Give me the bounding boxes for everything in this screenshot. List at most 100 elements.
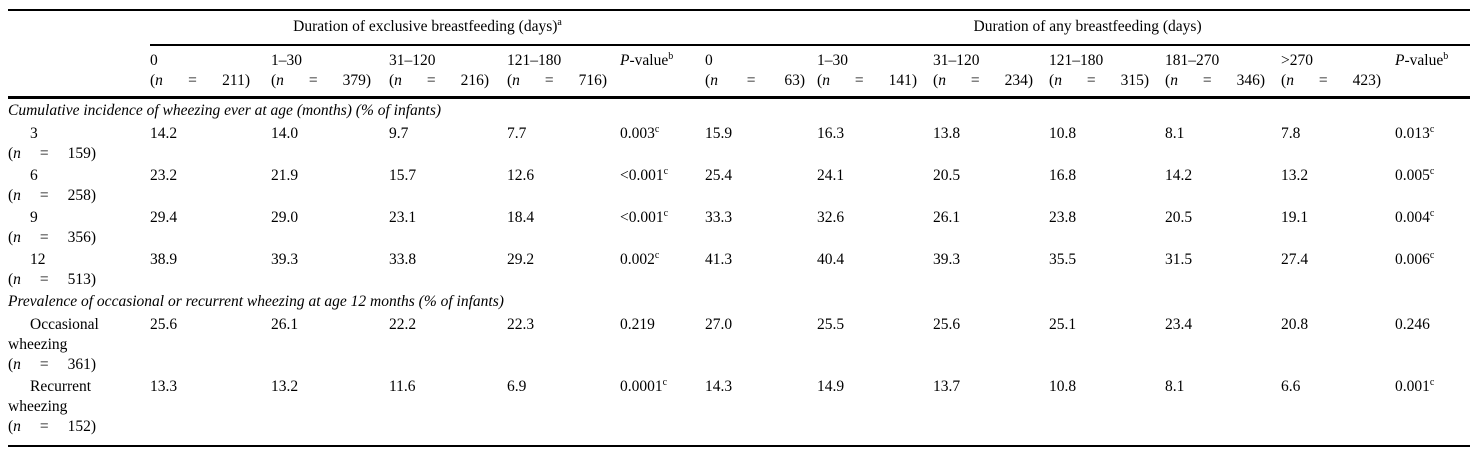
n-open: (n bbox=[150, 72, 163, 89]
equals-sign: = bbox=[39, 418, 49, 435]
value-cell: 32.6 bbox=[817, 209, 845, 226]
duration-column-label: 0 bbox=[705, 52, 713, 69]
value-cell: 24.1 bbox=[817, 167, 845, 184]
value-cell: 23.4 bbox=[1165, 316, 1193, 333]
value-cell: 20.8 bbox=[1281, 316, 1309, 333]
n-symbol: n bbox=[155, 72, 163, 89]
col-header-7: 31–120 (n = 234) bbox=[933, 45, 1050, 99]
sample-size: (n = 716) bbox=[507, 71, 607, 91]
col-header-3: 121–180 (n = 716) bbox=[507, 45, 620, 99]
n-open: (n bbox=[1281, 72, 1294, 89]
value-cell: 33.8 bbox=[389, 251, 417, 268]
equals-sign: = bbox=[1202, 72, 1212, 89]
equals-sign: = bbox=[39, 271, 49, 288]
n-symbol: n bbox=[394, 72, 402, 89]
duration-column-label: 31–120 bbox=[389, 52, 436, 69]
value-cell: 11.6 bbox=[389, 378, 416, 395]
p-value-column-label: P-valueb bbox=[620, 50, 674, 69]
value-cell: 0.002c bbox=[620, 249, 660, 268]
value-cell: 27.4 bbox=[1281, 251, 1309, 268]
data-row: 6 (n = 258) 23.2 21.9 15.7 12.6 <0.001c 25.4 24.1 2… bbox=[8, 164, 1470, 206]
value-cell: 22.3 bbox=[507, 316, 535, 333]
equals-sign: = bbox=[970, 72, 980, 89]
footnote-marker-a: a bbox=[557, 16, 562, 28]
equals-sign: = bbox=[544, 72, 554, 89]
value-cell: <0.001c bbox=[620, 207, 669, 226]
value-cell: 13.7 bbox=[933, 378, 961, 395]
value-cell: 26.1 bbox=[271, 316, 299, 333]
duration-column-label: 1–30 bbox=[817, 52, 849, 69]
row-label-cell: 12 (n = 513) bbox=[8, 248, 150, 290]
value-cell: 0.001c bbox=[1395, 376, 1435, 395]
equals-sign: = bbox=[39, 356, 49, 373]
n-value: 152) bbox=[67, 418, 96, 435]
n-symbol: n bbox=[13, 229, 21, 246]
sample-size: (n = 379) bbox=[271, 71, 371, 91]
data-row: 3 (n = 159) 14.2 14.0 9.7 7.7 0.003c 15.9 16.3 13.8… bbox=[8, 122, 1470, 164]
p-value-column-label: P-valueb bbox=[1395, 50, 1449, 69]
equals-sign: = bbox=[308, 72, 318, 89]
value-cell: 0.0001c bbox=[620, 376, 668, 395]
value-cell: 13.3 bbox=[150, 378, 178, 395]
row-label-line: 6 bbox=[30, 167, 38, 184]
n-open: (n bbox=[1049, 72, 1062, 89]
value-cell: 0.003c bbox=[620, 123, 660, 142]
value-cell: 0.013c bbox=[1395, 123, 1435, 142]
value-cell: 23.1 bbox=[389, 209, 417, 226]
value-cell: 13.2 bbox=[1281, 167, 1309, 184]
equals-sign: = bbox=[188, 72, 197, 89]
n-value: 141) bbox=[888, 72, 918, 89]
n-symbol: n bbox=[13, 271, 21, 288]
italic-p: P bbox=[1395, 52, 1405, 69]
duration-column-label: 121–180 bbox=[1049, 52, 1104, 69]
row-label-line: Occasional bbox=[30, 316, 99, 333]
row-label-line: 12 bbox=[30, 251, 46, 268]
duration-column-label: 0 bbox=[150, 52, 158, 69]
col-header-10: >270 (n = 423) bbox=[1281, 45, 1396, 99]
row-label-line: wheezing bbox=[8, 398, 68, 415]
value-cell: 25.4 bbox=[705, 167, 733, 184]
group-header-any-breastfeeding: Duration of any breastfeeding (days) bbox=[705, 10, 1471, 46]
value-cell: <0.001c bbox=[620, 165, 669, 184]
value-cell: 9.7 bbox=[389, 125, 409, 142]
n-symbol: n bbox=[276, 72, 284, 89]
n-value: 216) bbox=[460, 72, 489, 89]
col-header-2: 31–120 (n = 216) bbox=[389, 45, 507, 99]
footnote-marker-c: c bbox=[1429, 249, 1435, 261]
equals-sign: = bbox=[426, 72, 436, 89]
sample-size: (n = 159) bbox=[8, 144, 96, 164]
equals-sign: = bbox=[1318, 72, 1328, 89]
row-label-cell: 6 (n = 258) bbox=[8, 164, 150, 206]
n-open: (n bbox=[389, 72, 402, 89]
n-open: (n bbox=[8, 187, 21, 204]
duration-column-label: >270 bbox=[1281, 52, 1314, 69]
value-cell: 29.0 bbox=[271, 209, 299, 226]
footnote-marker-c: c bbox=[663, 207, 669, 219]
value-cell: 7.7 bbox=[507, 125, 527, 142]
sample-size: (n = 216) bbox=[389, 71, 489, 91]
row-label-cell: Occasional wheezing (n = 361) bbox=[8, 313, 150, 375]
n-value: 159) bbox=[67, 145, 96, 162]
n-symbol: n bbox=[822, 72, 830, 89]
sample-size: (n = 234) bbox=[933, 71, 1033, 91]
value-cell: 25.6 bbox=[933, 316, 961, 333]
value-cell: 10.8 bbox=[1049, 378, 1077, 395]
n-value: 258) bbox=[67, 187, 96, 204]
duration-column-label: 1–30 bbox=[271, 52, 302, 69]
sample-size: (n = 361) bbox=[8, 355, 96, 375]
n-open: (n bbox=[8, 418, 21, 435]
sample-size: (n = 211) bbox=[150, 71, 250, 91]
sample-size: (n = 346) bbox=[1165, 71, 1265, 91]
breastfeeding-wheezing-table: Duration of exclusive breastfeeding (day… bbox=[8, 9, 1471, 447]
row-label-line: wheezing bbox=[8, 336, 68, 353]
group-header-exclusive-breastfeeding: Duration of exclusive breastfeeding (day… bbox=[150, 10, 706, 46]
equals-sign: = bbox=[854, 72, 864, 89]
col-header-4: P-valueb bbox=[620, 45, 706, 99]
n-value: 356) bbox=[67, 229, 96, 246]
value-cell: 8.1 bbox=[1165, 378, 1185, 395]
col-header-9: 181–270 (n = 346) bbox=[1165, 45, 1282, 99]
section-title: Prevalence of occasional or recurrent wh… bbox=[8, 293, 504, 310]
value-cell: 26.1 bbox=[933, 209, 961, 226]
value-cell: 23.2 bbox=[150, 167, 178, 184]
